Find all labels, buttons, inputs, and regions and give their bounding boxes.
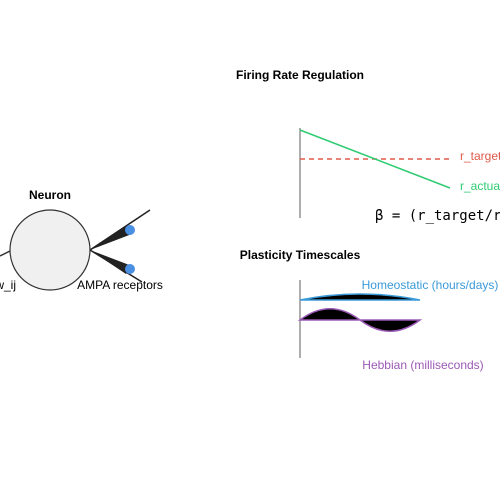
plasticity-title: Plasticity Timescales (240, 248, 361, 262)
neuron-title: Neuron (29, 188, 71, 202)
formula: β = (r_target/r_actual) (375, 208, 500, 224)
receptor (125, 264, 135, 274)
target-label: r_target (460, 149, 500, 163)
homeostatic-label: Homeostatic (hours/days) (362, 278, 499, 292)
dendrite-arrow (90, 250, 132, 274)
input-label: w_ij (0, 278, 16, 292)
actual-line (299, 129, 451, 189)
hebbian-label: Hebbian (milliseconds) (362, 358, 483, 372)
firing-title: Firing Rate Regulation (236, 68, 364, 82)
actual-label: r_actual (460, 179, 500, 193)
receptor (125, 225, 135, 235)
dendrite-arrow (90, 226, 132, 250)
hebbian-wave (297, 308, 423, 332)
homeostatic-wave (299, 293, 421, 301)
receptor-label: AMPA receptors (77, 278, 163, 292)
